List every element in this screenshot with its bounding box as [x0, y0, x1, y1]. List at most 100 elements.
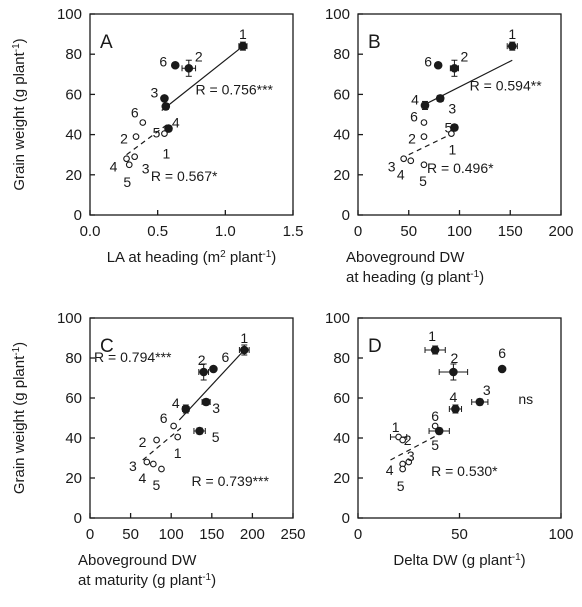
point-label: 6: [424, 53, 432, 69]
point-open: [174, 433, 182, 441]
series-filled: 12 3 4 5 6 ns: [424, 328, 533, 453]
point-filled: [451, 404, 460, 414]
plot-frame: [89, 13, 294, 216]
point-filled: [450, 123, 459, 132]
x-tick-label: 1.5: [283, 223, 304, 240]
point-label: 3: [483, 382, 491, 398]
point-label: 1: [428, 328, 436, 344]
x-axis-label: Aboveground DW: [346, 249, 465, 266]
point-filled: [181, 404, 191, 414]
x-tick-label: 100: [548, 526, 573, 543]
correlation-text: R = 0.496*: [427, 160, 494, 176]
point-label: 5: [445, 120, 453, 136]
correlation-text: R = 0.739***: [192, 473, 270, 489]
point-label: 1: [392, 419, 400, 435]
correlation-text: R = 0.794***: [94, 349, 172, 365]
point-label: 4: [397, 167, 405, 183]
correlation-text: R = 0.594**: [470, 77, 543, 93]
point-label: 3: [388, 159, 396, 175]
point-label: 4: [386, 462, 394, 478]
point-filled: [239, 345, 249, 355]
fit-line: [178, 349, 245, 421]
point-open: [405, 458, 413, 466]
point-label: 1: [239, 26, 247, 42]
x-tick-label: 1.0: [215, 223, 236, 240]
y-tick-label: 100: [325, 6, 350, 23]
point-label: 2: [195, 48, 203, 64]
point-filled: [199, 367, 208, 377]
point-filled: [450, 63, 459, 73]
y-tick-label: 0: [74, 510, 82, 527]
x-tick-label: 0.0: [80, 223, 101, 240]
x-tick-label: 0: [86, 526, 94, 543]
point-label: 6: [410, 109, 418, 125]
point-label: 3: [448, 100, 456, 116]
point-label: 5: [153, 477, 161, 493]
y-tick-label: 80: [333, 350, 350, 367]
point-open: [420, 133, 428, 140]
point-open: [158, 465, 165, 473]
point-label: 2: [408, 131, 416, 147]
y-axis-label: Grain weight (g plant-1): [11, 342, 29, 494]
point-filled: [420, 101, 430, 110]
point-label: 5: [419, 173, 427, 189]
point-label: 4: [138, 470, 146, 486]
point-filled: [164, 124, 173, 133]
y-tick-label: 60: [65, 86, 82, 103]
point-label: 1: [508, 26, 516, 42]
point-filled: [433, 60, 443, 70]
fit-line: [126, 124, 168, 156]
point-open: [153, 436, 160, 444]
point-open: [125, 161, 133, 169]
x-tick-label: 200: [240, 526, 265, 543]
point-open: [420, 119, 428, 126]
point-filled: [497, 364, 507, 374]
y-tick-label: 60: [333, 390, 350, 407]
y-tick-label: 40: [65, 127, 82, 144]
x-tick-label: 50: [122, 526, 139, 543]
point-filled: [160, 94, 169, 103]
y-axis-label: Grain weight (g plant-1): [11, 38, 29, 190]
point-label: 6: [431, 408, 439, 424]
point-open: [448, 130, 455, 137]
x-tick-label: 0: [354, 223, 362, 240]
point-filled: [475, 397, 485, 407]
panel-letter: C: [100, 336, 114, 357]
x-tick-label: 150: [199, 526, 224, 543]
point-label: 2: [120, 131, 128, 147]
correlation-text: ns: [518, 391, 533, 407]
correlation-text: R = 0.567*: [151, 168, 218, 184]
point-label: 5: [431, 437, 439, 453]
fit-line: [390, 431, 444, 461]
point-label: 3: [129, 458, 137, 474]
point-filled: [184, 63, 194, 73]
point-label: 6: [159, 53, 167, 69]
x-axis-label: Delta DW (g plant-1): [393, 552, 525, 570]
point-open: [123, 155, 130, 163]
x-axis-label: Aboveground DW: [78, 552, 197, 569]
plot-frame: [89, 317, 294, 519]
point-label: 6: [131, 105, 139, 121]
x-axis-label: LA at heading (m2 plant-1): [107, 249, 277, 267]
point-label: 2: [404, 432, 412, 448]
x-tick-label: 0.5: [147, 223, 168, 240]
x-tick-label: 200: [548, 223, 573, 240]
y-tick-label: 100: [325, 310, 350, 327]
point-label: 2: [461, 48, 469, 64]
point-filled: [201, 397, 211, 407]
y-tick-label: 80: [65, 46, 82, 63]
x-axis-label: at maturity (g plant-1): [78, 572, 216, 590]
y-tick-label: 80: [333, 46, 350, 63]
x-tick-label: 100: [447, 223, 472, 240]
point-filled: [449, 367, 458, 377]
panel-c: 0 50 100 150 200 250 0 20 40 60 80 100 C Aboveground …: [11, 310, 306, 589]
y-tick-label: 20: [65, 167, 82, 184]
y-tick-label: 40: [333, 430, 350, 447]
point-label: 2: [198, 352, 206, 368]
point-open: [399, 465, 407, 473]
plot-frame: [357, 317, 562, 519]
x-tick-label: 0: [354, 526, 362, 543]
point-open: [161, 130, 168, 137]
